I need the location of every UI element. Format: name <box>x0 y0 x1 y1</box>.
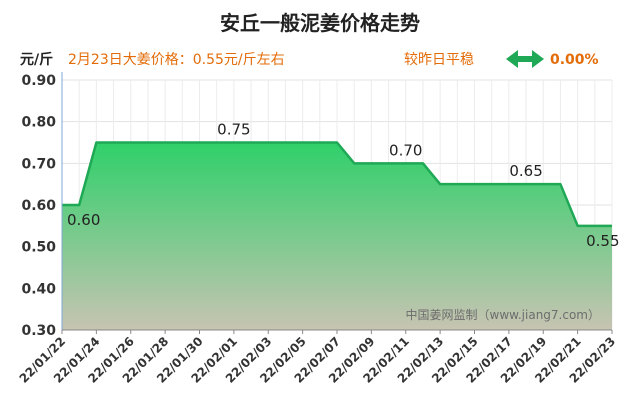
unit-label: 元/斤 <box>20 51 53 68</box>
chart-title: 安丘一般泥姜价格走势 <box>220 11 420 35</box>
price-area <box>62 142 612 330</box>
y-tick-label: 0.30 <box>21 323 56 339</box>
price-line <box>62 141 612 228</box>
price-note: 2月23日大姜价格：0.55元/斤左右 <box>68 52 285 68</box>
y-tick-label: 0.40 <box>21 281 56 297</box>
data-label: 0.70 <box>389 141 422 159</box>
trend-label: 较昨日平稳 <box>404 52 474 68</box>
y-tick-label: 0.80 <box>21 115 56 131</box>
data-label: 0.55 <box>586 232 619 250</box>
data-label: 0.65 <box>509 162 542 180</box>
y-tick-label: 0.50 <box>21 240 56 256</box>
y-tick-label: 0.70 <box>21 156 56 172</box>
data-label: 0.60 <box>67 211 100 229</box>
data-label: 0.75 <box>217 121 250 139</box>
x-axis-ticks: 22/01/2222/01/2422/01/2622/01/2822/01/30… <box>17 330 618 386</box>
y-tick-label: 0.90 <box>21 73 56 89</box>
data-labels: 0.60 0.75 0.70 0.65 0.55 <box>67 121 620 250</box>
double-arrow-icon <box>506 50 544 68</box>
watermark: 中国姜网监制（www.jiang7.com） <box>406 307 600 322</box>
change-value: 0.00% <box>550 52 599 68</box>
y-tick-label: 0.60 <box>21 198 56 214</box>
y-axis-ticks: 0.30 0.40 0.50 0.60 0.70 0.80 0.90 <box>21 73 56 339</box>
